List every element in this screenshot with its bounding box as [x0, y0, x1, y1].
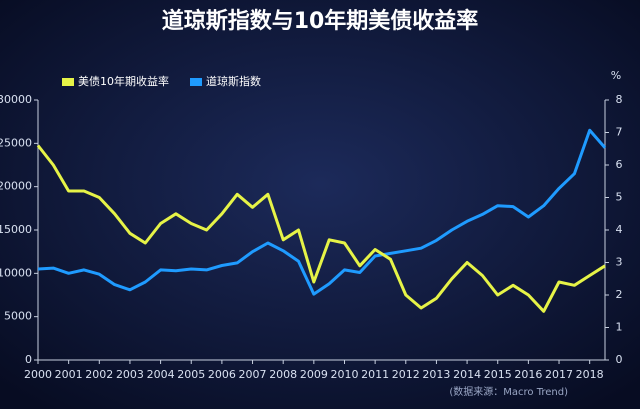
y2-tick-label: 1 [616, 321, 623, 334]
y2-tick-label: 5 [616, 191, 623, 204]
y2-tick-label: 2 [616, 288, 623, 301]
x-tick-label: 2004 [147, 368, 175, 381]
source: (数据来源：Macro Trend) [449, 385, 568, 398]
legend-swatch [62, 78, 74, 86]
x-tick-label: 2017 [545, 368, 573, 381]
x-tick-label: 2014 [453, 368, 481, 381]
x-tick-label: 2007 [239, 368, 267, 381]
x-tick-label: 2016 [514, 368, 542, 381]
chart-title: 道琼斯指数与10年期美债收益率 [162, 8, 479, 34]
legend-label: 道琼斯指数 [206, 74, 261, 88]
y2-tick-label: 6 [616, 158, 623, 171]
y-tick-label: 15000 [0, 223, 32, 236]
y2-tick-label: 8 [616, 93, 623, 106]
x-tick-label: 2010 [330, 368, 358, 381]
x-tick-label: 2012 [392, 368, 420, 381]
x-tick-label: 2009 [300, 368, 328, 381]
y2-tick-label: 4 [616, 223, 623, 236]
x-tick-label: 2006 [208, 368, 236, 381]
y2-tick-label: 3 [616, 256, 623, 269]
x-tick-label: 2003 [116, 368, 144, 381]
x-tick-label: 2002 [85, 368, 113, 381]
x-tick-label: 2008 [269, 368, 297, 381]
x-tick-label: 2018 [576, 368, 604, 381]
legend-label: 美债10年期收益率 [78, 74, 169, 88]
x-tick-label: 2011 [361, 368, 389, 381]
x-tick-label: 2001 [55, 368, 83, 381]
y-tick-label: 30000 [0, 93, 32, 106]
line [37, 128, 607, 296]
x-tick-label: 2015 [484, 368, 512, 381]
y-tick-label: 5000 [4, 310, 32, 323]
line [36, 144, 606, 313]
y-tick-label: 0 [25, 353, 32, 366]
y-tick-label: 25000 [0, 136, 32, 149]
x-tick-label: 2005 [177, 368, 205, 381]
y2-tick-label: 7 [616, 126, 623, 139]
y2-unit: % [611, 69, 621, 82]
x-tick-label: 2013 [422, 368, 450, 381]
y2-tick-label: 0 [616, 353, 623, 366]
legend-swatch [190, 78, 202, 86]
y-tick-label: 20000 [0, 180, 32, 193]
y-tick-label: 10000 [0, 266, 32, 279]
x-tick-label: 2000 [24, 368, 52, 381]
